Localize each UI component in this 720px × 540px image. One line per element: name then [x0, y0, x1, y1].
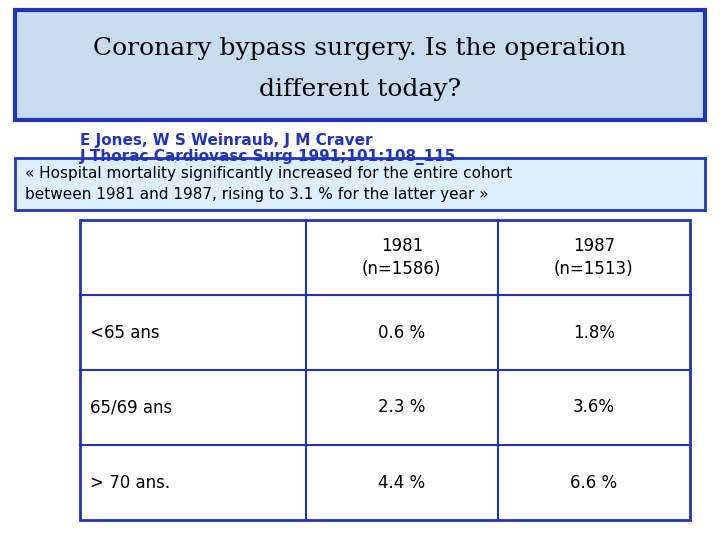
Text: 1981
(n=1586): 1981 (n=1586) — [362, 238, 441, 278]
Text: 1987
(n=1513): 1987 (n=1513) — [554, 238, 634, 278]
Text: 1.8%: 1.8% — [573, 323, 615, 341]
Text: 4.4 %: 4.4 % — [378, 474, 426, 491]
Text: 65/69 ans: 65/69 ans — [90, 399, 172, 416]
Text: 3.6%: 3.6% — [573, 399, 615, 416]
FancyBboxPatch shape — [15, 158, 705, 210]
Text: E Jones, W S Weinraub, J M Craver: E Jones, W S Weinraub, J M Craver — [80, 132, 372, 147]
Text: Coronary bypass surgery. Is the operation: Coronary bypass surgery. Is the operatio… — [94, 37, 626, 60]
Text: > 70 ans.: > 70 ans. — [90, 474, 170, 491]
Text: <65 ans: <65 ans — [90, 323, 160, 341]
FancyBboxPatch shape — [15, 10, 705, 120]
Text: « Hospital mortality significantly increased for the entire cohort
between 1981 : « Hospital mortality significantly incre… — [25, 166, 513, 202]
Text: 2.3 %: 2.3 % — [378, 399, 426, 416]
Text: 6.6 %: 6.6 % — [570, 474, 618, 491]
Text: 0.6 %: 0.6 % — [378, 323, 426, 341]
Text: J Thorac Cardiovasc Surg 1991;101:108_115: J Thorac Cardiovasc Surg 1991;101:108_11… — [80, 149, 456, 165]
Text: different today?: different today? — [259, 78, 461, 100]
FancyBboxPatch shape — [80, 220, 690, 520]
